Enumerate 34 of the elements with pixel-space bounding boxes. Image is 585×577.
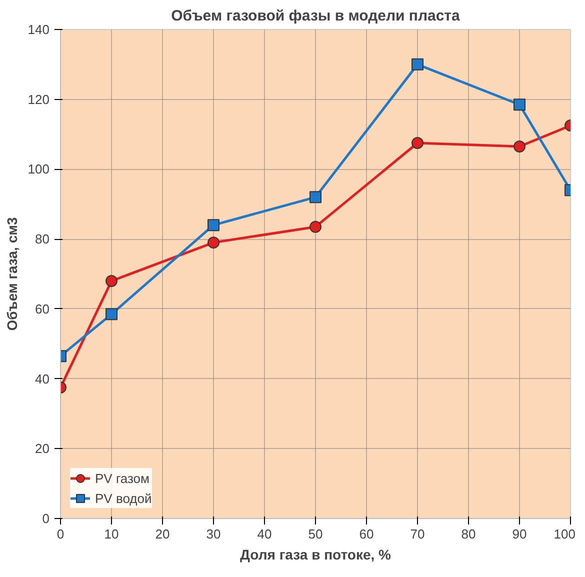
point <box>208 236 220 249</box>
x-tick-label: 20 <box>155 526 170 542</box>
x-tick-label: 10 <box>104 526 119 542</box>
x-tick-label: 0 <box>56 526 64 542</box>
y-tick-label: 0 <box>42 511 50 526</box>
x-tick-label: 60 <box>359 526 374 542</box>
point <box>208 219 220 232</box>
y-axis-title: Объем газа, см3 <box>4 217 20 331</box>
x-tick-label: 70 <box>410 526 425 542</box>
y-tick-label: 20 <box>35 441 50 456</box>
y-tick-label: 80 <box>35 232 50 247</box>
x-axis-title: Доля газа в потоке, % <box>240 546 392 562</box>
point <box>310 220 322 233</box>
y-tick-label: 40 <box>35 371 50 386</box>
y-tick-label: 100 <box>28 162 50 177</box>
y-tick-label: 120 <box>28 92 50 107</box>
x-tick-label: 80 <box>461 526 476 542</box>
point <box>310 191 322 204</box>
point <box>106 308 118 320</box>
point <box>412 137 424 150</box>
chart-title: Объем газовой фазы в модели пласта <box>171 8 461 24</box>
point <box>514 98 526 111</box>
x-tick-label: 90 <box>512 526 527 542</box>
legend-label: PV водой <box>95 490 152 506</box>
x-tick-label: 40 <box>257 526 272 542</box>
x-tick-label: 100 <box>554 526 576 542</box>
y-tick-label: 60 <box>35 301 50 316</box>
point <box>514 140 526 152</box>
x-tick-label: 30 <box>206 526 221 542</box>
point <box>412 58 424 70</box>
legend-label: PV газом <box>95 470 150 486</box>
point <box>106 274 118 287</box>
y-tick-label: 140 <box>28 22 50 37</box>
x-tick-label: 50 <box>308 526 323 542</box>
